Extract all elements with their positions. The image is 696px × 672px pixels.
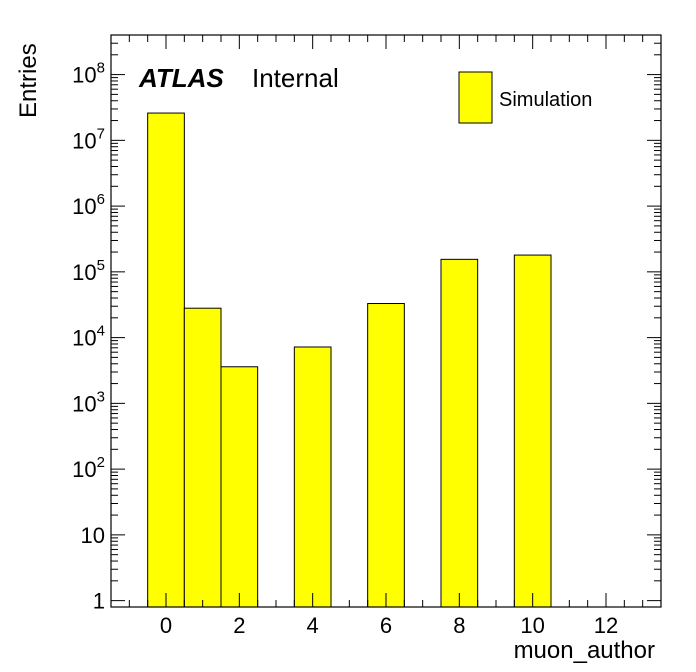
ticks-layer xyxy=(111,34,661,607)
y-tick-label: 103 xyxy=(72,388,105,416)
y-axis-title: Entries xyxy=(15,43,42,118)
atlas-label: ATLAS xyxy=(138,63,224,93)
x-tick-label: 8 xyxy=(453,613,465,638)
y-tick-label: 1 xyxy=(93,589,105,614)
plot-frame xyxy=(110,34,662,608)
x-axis-title: muon_author xyxy=(514,637,655,664)
y-tick-label: 106 xyxy=(72,191,105,219)
legend: Simulation xyxy=(458,71,592,124)
y-tick-label: 107 xyxy=(72,125,105,153)
y-tick-label: 102 xyxy=(72,454,105,482)
x-tick-label: 0 xyxy=(160,613,172,638)
x-tick-label: 4 xyxy=(307,613,319,638)
legend-label-simulation: Simulation xyxy=(499,89,592,111)
bar-author-0 xyxy=(147,112,185,608)
bar-author-6 xyxy=(367,303,405,608)
bar-author-1 xyxy=(183,307,222,608)
atlas-internal-label: Internal xyxy=(252,63,339,93)
x-tick-label: 2 xyxy=(233,613,245,638)
y-tick-label: 104 xyxy=(72,323,105,351)
y-tick-label: 105 xyxy=(72,257,105,285)
bar-author-8 xyxy=(440,258,479,608)
x-tick-label: 10 xyxy=(520,613,544,638)
bars-layer xyxy=(147,112,552,608)
y-tick-label: 10 xyxy=(81,523,105,548)
x-tick-label: 12 xyxy=(594,613,618,638)
bar-author-4 xyxy=(293,346,332,608)
y-tick-label: 108 xyxy=(72,60,105,88)
x-tick-label: 6 xyxy=(380,613,392,638)
bar-author-2 xyxy=(220,366,259,608)
x-tick-labels: 0 2 4 6 8 10 12 xyxy=(160,613,618,638)
bar-author-10 xyxy=(513,254,552,608)
y-tick-labels: 1 10 102 103 104 105 106 107 108 xyxy=(72,60,105,614)
legend-swatch-simulation xyxy=(458,71,493,124)
